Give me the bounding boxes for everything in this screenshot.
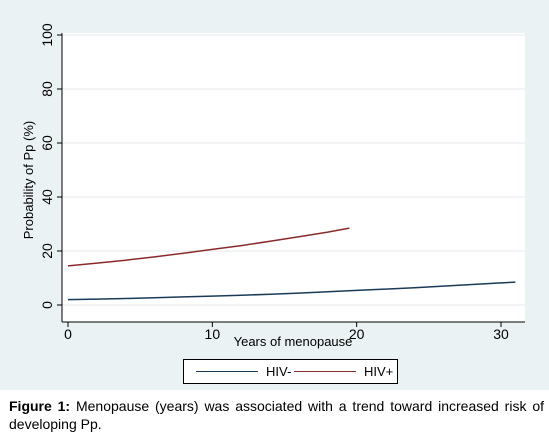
legend-swatch-hiv-pos bbox=[294, 371, 356, 372]
y-tick-label-20: 20 bbox=[39, 243, 55, 259]
x-tick-label-10: 10 bbox=[205, 326, 221, 342]
series-lines bbox=[67, 227, 516, 301]
figure-panel: 0 20 40 60 80 100 0 10 20 30 Years of menopause … bbox=[0, 0, 549, 390]
y-tick-label-40: 40 bbox=[39, 189, 55, 205]
legend: HIV- HIV+ bbox=[183, 359, 398, 384]
legend-item-hiv-neg: HIV- bbox=[196, 360, 291, 383]
y-axis-title: Probability of Pp (%) bbox=[21, 121, 36, 240]
legend-item-hiv-pos: HIV+ bbox=[294, 360, 393, 383]
legend-label-hiv-neg: HIV- bbox=[266, 364, 292, 379]
x-axis-title: Years of menopause bbox=[234, 334, 353, 349]
y-tick-label-80: 80 bbox=[39, 81, 55, 97]
series-line-hiv-neg bbox=[67, 281, 516, 301]
legend-label-hiv-pos: HIV+ bbox=[364, 364, 394, 379]
x-tick-label-30: 30 bbox=[493, 326, 509, 342]
caption-label: Figure 1: bbox=[9, 398, 71, 414]
y-tick-label-0: 0 bbox=[39, 301, 55, 309]
series-line-hiv-pos bbox=[67, 227, 350, 267]
legend-swatch-hiv-neg bbox=[196, 371, 258, 372]
figure-caption: Figure 1: Menopause (years) was associat… bbox=[9, 397, 544, 433]
y-ticks: 0 20 40 60 80 100 bbox=[39, 23, 62, 309]
y-tick-label-100: 100 bbox=[39, 23, 55, 47]
plot-area bbox=[62, 33, 525, 322]
caption-text: Menopause (years) was associated with a … bbox=[9, 398, 544, 432]
y-tick-label-60: 60 bbox=[39, 135, 55, 151]
x-tick-label-0: 0 bbox=[64, 326, 72, 342]
x-ticks: 0 10 20 30 bbox=[64, 322, 509, 342]
x-tick-label-20: 20 bbox=[349, 326, 365, 342]
gridlines bbox=[62, 34, 525, 306]
